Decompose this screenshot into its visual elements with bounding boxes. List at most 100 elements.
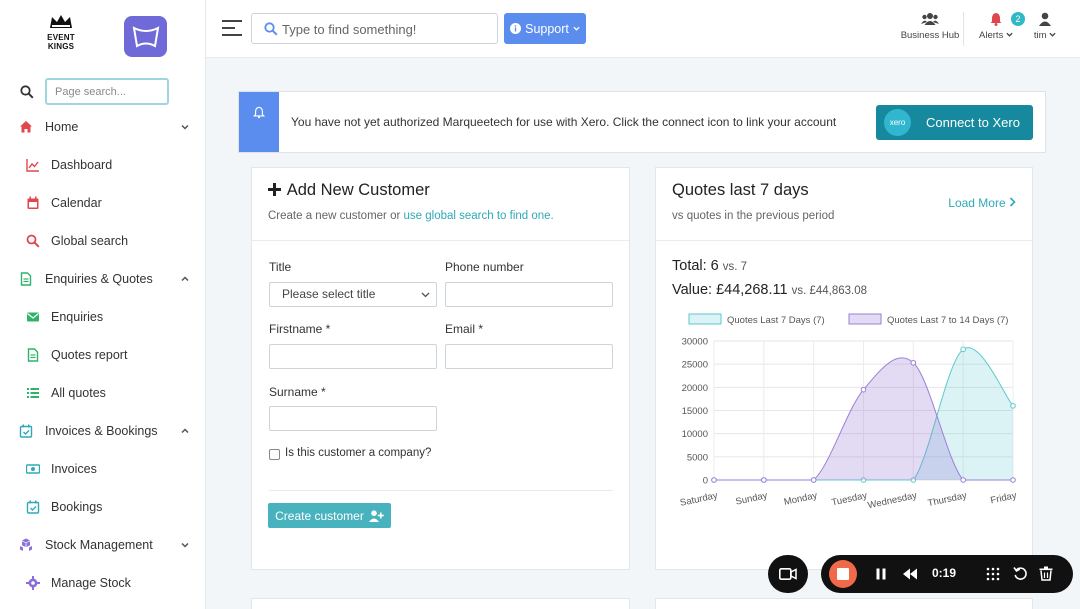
divider — [963, 12, 964, 46]
chevron-right-icon — [1009, 197, 1016, 207]
envelope-icon — [26, 310, 40, 324]
legend-label: Quotes Last 7 Days (7) — [727, 315, 825, 326]
page-search-input[interactable] — [45, 78, 169, 105]
chevron-down-icon[interactable] — [180, 540, 190, 550]
user-menu-button[interactable]: tim — [1026, 10, 1064, 48]
business-hub-button[interactable]: Business Hub — [896, 10, 964, 48]
sidebar-item-calendar[interactable]: Calendar — [0, 184, 206, 222]
global-search-input[interactable] — [282, 18, 492, 40]
add-customer-subtitle: Create a new customer or use global sear… — [268, 210, 554, 222]
plus-icon — [268, 183, 281, 196]
chevron-up-icon[interactable] — [180, 274, 190, 284]
add-user-icon — [368, 509, 384, 522]
alert-message: You have not yet authorized Marqueetech … — [291, 115, 837, 129]
sidebar-item-stock-management[interactable]: Stock Management — [0, 526, 206, 564]
calendar-check-icon — [26, 500, 40, 514]
sidebar-item-dashboard[interactable]: Dashboard — [0, 146, 206, 184]
chevron-down-icon — [573, 26, 580, 31]
sidebar-item-invoices-and-bookings[interactable]: Invoices & Bookings — [0, 412, 206, 450]
sidebar-item-label: Home — [45, 120, 79, 134]
rewind-icon[interactable] — [902, 568, 918, 580]
data-point — [761, 477, 767, 483]
data-point — [860, 386, 867, 393]
data-point — [860, 477, 867, 483]
event-kings-logo[interactable]: EVENT KINGS — [40, 14, 82, 60]
title-select[interactable]: Please select title — [269, 282, 437, 307]
support-button[interactable]: Support — [504, 13, 586, 44]
connect-to-xero-label: Connect to Xero — [926, 115, 1020, 130]
quotes-card: Quotes last 7 days vs quotes in the prev… — [655, 167, 1033, 570]
pause-icon[interactable] — [875, 568, 887, 580]
y-tick-label: 5000 — [687, 452, 708, 463]
bell-icon — [253, 106, 265, 119]
grid-icon[interactable] — [986, 567, 1000, 581]
support-label: Support — [525, 21, 569, 36]
create-customer-label: Create customer — [275, 508, 364, 523]
sidebar-item-home[interactable]: Home — [0, 108, 206, 146]
y-tick-label: 25000 — [682, 360, 708, 371]
chevron-down-icon[interactable] — [180, 122, 190, 132]
data-point — [1010, 403, 1016, 409]
y-tick-label: 10000 — [682, 429, 708, 440]
load-more-label: Load More — [948, 196, 1006, 210]
email-input[interactable] — [445, 344, 613, 369]
user-label: tim — [1033, 30, 1047, 41]
surname-label: Surname * — [269, 385, 326, 399]
card-header: Quotes last 7 days vs quotes in the prev… — [656, 168, 1032, 241]
hamburger-menu-icon[interactable] — [222, 19, 244, 37]
marquee-logo[interactable] — [124, 16, 167, 57]
sidebar-item-label: Dashboard — [51, 158, 113, 172]
global-search-box[interactable] — [251, 13, 498, 44]
surname-input[interactable] — [269, 406, 437, 431]
legend-swatch — [848, 313, 882, 325]
restart-icon[interactable] — [1013, 566, 1028, 581]
chevron-up-icon[interactable] — [180, 426, 190, 436]
data-point — [910, 359, 917, 366]
connect-to-xero-button[interactable]: xero Connect to Xero — [876, 105, 1033, 140]
search-icon — [20, 85, 34, 99]
email-label: Email * — [445, 322, 484, 336]
crown-icon — [50, 15, 72, 28]
camera-toggle-button[interactable] — [768, 555, 808, 593]
sidebar-item-label: Enquiries & Quotes — [45, 272, 153, 286]
quotes-chart: 0 5000 10000 15000 20000 25000 30000 Saturday Su… — [679, 313, 1018, 508]
video-camera-icon — [779, 568, 797, 580]
sidebar-item-enquiries-and-quotes[interactable]: Enquiries & Quotes — [0, 260, 206, 298]
sidebar-item-invoices[interactable]: Invoices — [0, 450, 206, 488]
cubes-icon — [19, 538, 33, 552]
sidebar-item-bookings[interactable]: Bookings — [0, 488, 206, 526]
sidebar-item-all-quotes[interactable]: All quotes — [0, 374, 206, 412]
sidebar-item-label: Quotes report — [51, 348, 128, 362]
alerts-label: Alerts — [979, 30, 1004, 41]
xero-logo: xero — [884, 109, 911, 136]
y-tick-label: 30000 — [682, 337, 708, 348]
brand-text-1: EVENT — [47, 33, 75, 42]
sidebar-item-global-search[interactable]: Global search — [0, 222, 206, 260]
trash-icon[interactable] — [1039, 566, 1053, 581]
data-point — [960, 477, 966, 483]
stop-button[interactable] — [829, 560, 857, 588]
company-checkbox[interactable] — [269, 449, 280, 460]
sidebar-item-enquiries[interactable]: Enquiries — [0, 298, 206, 336]
alerts-button[interactable]: Alerts — [974, 10, 1018, 48]
recorder-controls: 0:19 — [821, 555, 1073, 593]
load-more-link[interactable]: Load More — [948, 196, 1016, 210]
info-icon — [510, 23, 522, 34]
title-label: Title — [269, 260, 292, 274]
create-customer-button[interactable]: Create customer — [268, 503, 391, 528]
phone-input[interactable] — [445, 282, 613, 307]
sidebar: EVENT KINGS Home Dashboard Calendar Global … — [0, 0, 206, 609]
lower-card-left — [251, 598, 630, 609]
recording-time: 0:19 — [932, 566, 957, 580]
sidebar-item-manage-stock[interactable]: Manage Stock — [0, 564, 206, 602]
sidebar-item-quotes-report[interactable]: Quotes report — [0, 336, 206, 374]
lower-card-right — [655, 598, 1033, 609]
sidebar-item-label: All quotes — [51, 386, 106, 400]
x-tick-label: Sunday — [735, 490, 769, 508]
data-point — [711, 477, 717, 483]
firstname-input[interactable] — [269, 344, 437, 369]
data-point — [910, 477, 917, 483]
global-search-link[interactable]: use global search to find one. — [403, 210, 554, 222]
search-icon — [26, 234, 40, 248]
series-area-1 — [714, 347, 1013, 480]
